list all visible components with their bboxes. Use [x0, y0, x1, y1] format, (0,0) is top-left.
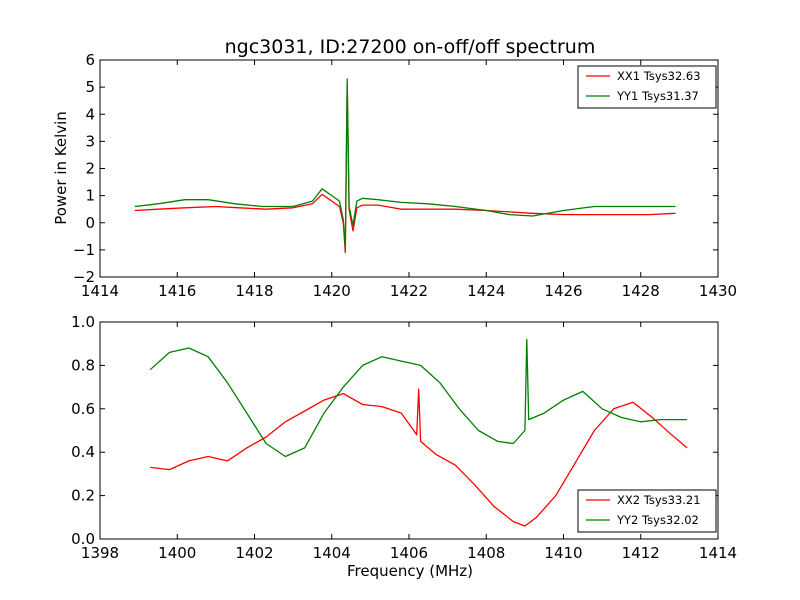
bottom-series-line-0 — [150, 388, 688, 527]
top-xtick-label-1: 1416 — [158, 282, 196, 300]
top-xtick-label-7: 1428 — [622, 282, 660, 300]
bottom-ytick-label-2: 0.4 — [71, 443, 95, 461]
bottom-plot-area: 1398 1400 1402 1404 1406 1408 1410 1412 1414 0.0 0… — [71, 313, 737, 562]
top-chart-title: ngc3031, ID:27200 on-off/off spectrum — [225, 36, 596, 58]
bottom-xtick-label-2: 1402 — [235, 544, 273, 562]
bottom-legend-label-0: XX2 Tsys33.21 — [617, 493, 701, 507]
bottom-xtick-label-4: 1406 — [390, 544, 428, 562]
top-xtick-label-6: 1426 — [544, 282, 582, 300]
top-ytick-label-6: 4 — [85, 105, 95, 123]
top-xtick-label-8: 1430 — [699, 282, 737, 300]
top-ytick-label-1: −1 — [73, 241, 95, 259]
top-legend-label-1: YY1 Tsys31.37 — [616, 89, 699, 103]
bottom-chart-xlabel: Frequency (MHz) — [347, 562, 473, 580]
top-xtick-label-4: 1422 — [390, 282, 428, 300]
bottom-ytick-label-3: 0.6 — [71, 400, 95, 418]
bottom-legend-box — [577, 489, 717, 533]
top-ytick-label-3: 1 — [85, 187, 95, 205]
top-series-line-0 — [134, 83, 676, 254]
top-ytick-label-0: −2 — [73, 268, 95, 286]
bottom-legend: XX2 Tsys33.21 YY2 Tsys32.02 — [577, 489, 717, 533]
top-ytick-label-8: 6 — [85, 51, 95, 69]
bottom-ytick-label-0: 0.0 — [71, 530, 95, 548]
top-ytick-label-5: 3 — [85, 132, 95, 150]
bottom-xtick-label-5: 1408 — [467, 544, 505, 562]
top-ytick-label-4: 2 — [85, 160, 95, 178]
top-legend: XX1 Tsys32.63 YY1 Tsys31.37 — [577, 65, 717, 109]
bottom-xtick-label-1: 1400 — [158, 544, 196, 562]
bottom-xtick-label-6: 1410 — [544, 544, 582, 562]
bottom-ytick-label-4: 0.8 — [71, 356, 95, 374]
bottom-ytick-label-5: 1.0 — [71, 313, 95, 331]
bottom-xtick-label-0: 1398 — [81, 544, 119, 562]
top-series-line-1 — [134, 78, 676, 248]
bottom-legend-label-1: YY2 Tsys32.02 — [616, 513, 699, 527]
bottom-xtick-label-7: 1412 — [622, 544, 660, 562]
bottom-series-line-1 — [149, 338, 688, 458]
top-ytick-label-2: 0 — [85, 214, 95, 232]
top-xtick-label-5: 1424 — [467, 282, 505, 300]
top-ytick-label-7: 5 — [85, 78, 95, 96]
top-plot-area: 1414 1416 1418 1420 1422 1424 1426 1428 1430−2−1… — [73, 51, 737, 300]
bottom-xtick-label-3: 1404 — [313, 544, 351, 562]
top-xtick-label-2: 1418 — [235, 282, 273, 300]
top-xtick-label-0: 1414 — [81, 282, 119, 300]
top-legend-box — [577, 65, 717, 109]
top-xtick-label-3: 1420 — [313, 282, 351, 300]
bottom-xtick-label-8: 1414 — [699, 544, 737, 562]
top-legend-label-0: XX1 Tsys32.63 — [617, 69, 701, 83]
bottom-ytick-label-1: 0.2 — [71, 487, 95, 505]
top-chart-ylabel: Power in Kelvin — [52, 111, 70, 225]
